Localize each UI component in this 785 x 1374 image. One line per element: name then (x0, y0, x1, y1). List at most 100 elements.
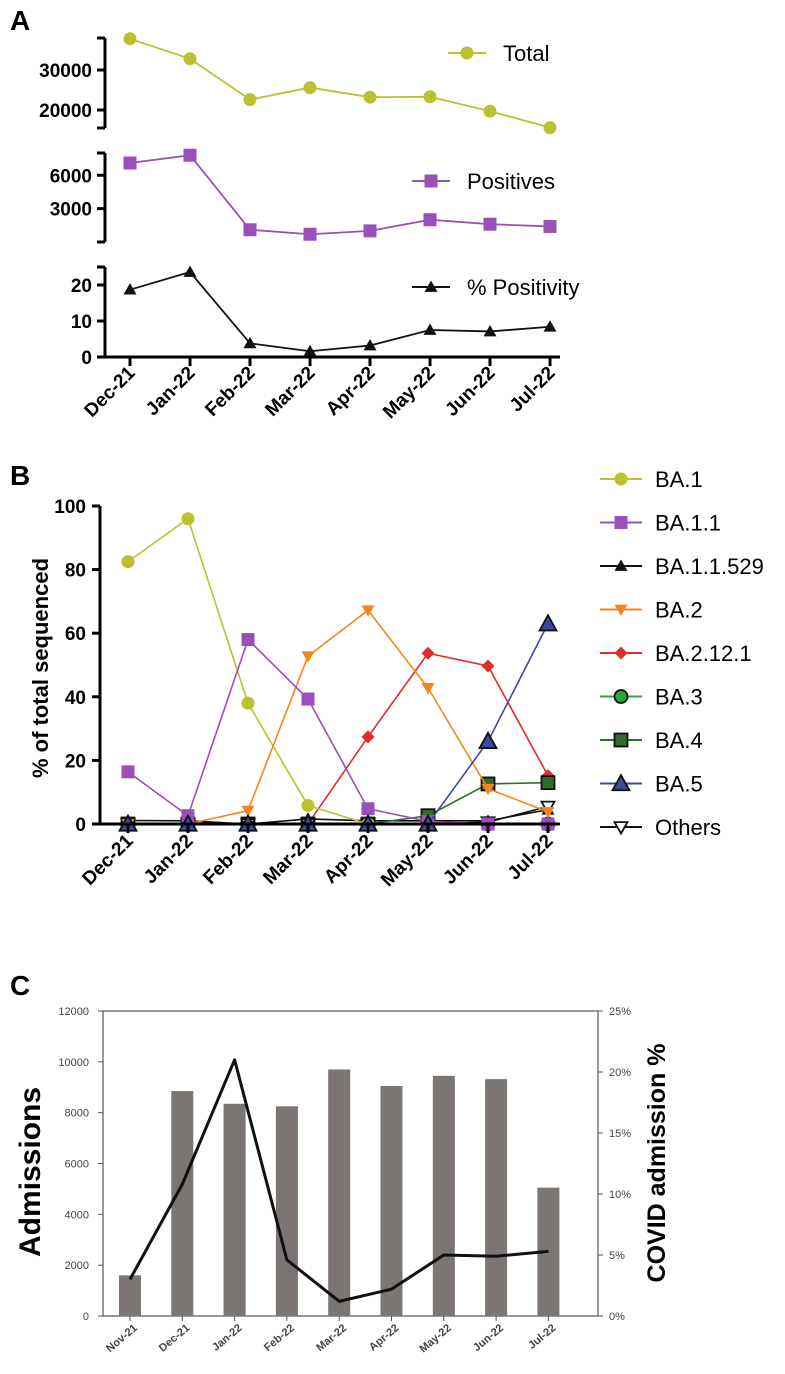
legend-marker (614, 604, 628, 616)
x-tick-label: May-22 (379, 363, 439, 423)
legend-label: BA.2.12.1 (655, 641, 752, 666)
panel-c-secondary-ylabel: COVID admission % (643, 1044, 671, 1283)
data-point (423, 90, 437, 104)
y-tick-label: 10000 (58, 1057, 89, 1069)
data-point (478, 731, 498, 749)
y-tick-label: 3000 (50, 200, 92, 221)
data-point (303, 227, 317, 241)
panel-label-a: A (10, 5, 30, 36)
data-point (361, 802, 375, 816)
y-tick-label: 30000 (39, 61, 92, 82)
data-point (123, 32, 137, 46)
y-tick-label: 6000 (65, 1159, 89, 1171)
legend-label: BA.3 (655, 685, 703, 710)
series-line-ba-5 (128, 623, 549, 825)
bar (432, 1075, 455, 1316)
panel-c-ylabel: Admissions (14, 1087, 47, 1257)
data-point (243, 336, 257, 349)
legend-label: BA.4 (655, 728, 703, 753)
panel-c: 0 2000 4000 6000 8000 10000 12000 0% 5% 10% 15% 20%… (58, 1006, 631, 1355)
data-point (543, 121, 557, 135)
legend-label: % Positivity (467, 275, 579, 300)
x-tick-label: Dec-21 (79, 830, 138, 889)
panel-a: 20000 30000 3000 6000 0 10 20 Dec-21 Jan-22 Feb-2… (39, 32, 579, 423)
data-point (481, 783, 495, 796)
data-point (421, 683, 435, 695)
x-tick-label: Apr-22 (320, 831, 377, 888)
x-tick-label: Jun-22 (471, 1322, 506, 1354)
data-point (483, 324, 497, 337)
y-tick-label: 40 (65, 688, 86, 709)
data-point (363, 338, 377, 351)
x-tick-label: Jun-22 (441, 363, 499, 421)
x-tick-label: Mar-22 (259, 831, 317, 889)
x-tick-label: Apr-22 (322, 363, 379, 420)
data-point (123, 283, 137, 295)
data-point (483, 217, 497, 231)
bar (171, 1091, 194, 1316)
y-tick-label: 4000 (65, 1209, 89, 1221)
data-point (241, 696, 255, 710)
legend-label: Positives (467, 169, 555, 194)
x-tick-label: Feb-22 (201, 363, 259, 421)
x-tick-label: Jul-22 (526, 1322, 558, 1352)
panel-b: 0 20 40 60 80 100 Dec-21 Jan-22 Feb-22 Mar-22 Apr-… (54, 467, 764, 891)
legend-label: Total (503, 41, 549, 66)
legend-label: BA.1.1.529 (655, 554, 764, 579)
legend-marker (613, 732, 629, 748)
data-point (243, 93, 257, 107)
series-line-total (129, 37, 551, 129)
legend-label: BA.1 (655, 467, 703, 492)
data-point (183, 148, 197, 162)
y2-tick-label: 0% (609, 1311, 625, 1323)
series-line-covid-admission-pct (128, 1058, 549, 1303)
y-tick-label: 10 (71, 312, 92, 333)
x-tick-label: Jul-22 (506, 363, 560, 417)
data-point (123, 156, 137, 170)
legend-marker (424, 280, 438, 292)
data-point (423, 323, 437, 335)
x-tick-label: Jan-22 (142, 363, 199, 420)
x-tick-label: Jun-22 (439, 831, 497, 889)
data-point (121, 765, 135, 779)
y-tick-label: 8000 (65, 1108, 89, 1120)
legend-label: BA.1.1 (655, 511, 721, 536)
bar (380, 1085, 403, 1316)
data-point (301, 692, 315, 706)
y-tick-label: 0 (81, 348, 92, 369)
bar (275, 1106, 298, 1316)
series-line--positivity (129, 271, 551, 353)
data-point (121, 555, 135, 569)
legend-marker (614, 472, 628, 486)
data-point (303, 344, 317, 357)
data-point (241, 633, 255, 647)
y-tick-label: 2000 (65, 1260, 89, 1272)
x-tick-label: Mar-22 (314, 1322, 349, 1354)
x-tick-label: May-22 (417, 1322, 453, 1355)
x-tick-label: Apr-22 (367, 1322, 401, 1354)
panel-label-b: B (10, 460, 30, 491)
legend-marker (460, 46, 474, 60)
y-tick-label: 100 (54, 497, 86, 518)
y-tick-label: 0 (75, 815, 86, 836)
data-point (481, 659, 495, 673)
x-tick-label: Feb-22 (262, 1322, 297, 1354)
data-point (303, 81, 317, 95)
x-tick-label: Jan-22 (140, 831, 197, 888)
data-point (541, 807, 555, 819)
y-tick-label: 20 (71, 276, 92, 297)
y2-tick-label: 5% (609, 1250, 625, 1262)
legend-marker (611, 773, 631, 792)
y-tick-label: 60 (65, 624, 86, 645)
data-point (540, 775, 556, 791)
legend-marker (614, 516, 628, 529)
legend-marker (614, 559, 628, 571)
legend-marker (613, 689, 629, 704)
panel-b-ylabel: % of total sequenced (28, 558, 53, 778)
data-point (363, 90, 377, 104)
x-tick-label: Jul-22 (504, 831, 558, 885)
y-tick-label: 80 (65, 561, 86, 582)
data-point (543, 320, 557, 332)
bar (223, 1103, 246, 1316)
x-tick-label: May-22 (377, 831, 437, 891)
